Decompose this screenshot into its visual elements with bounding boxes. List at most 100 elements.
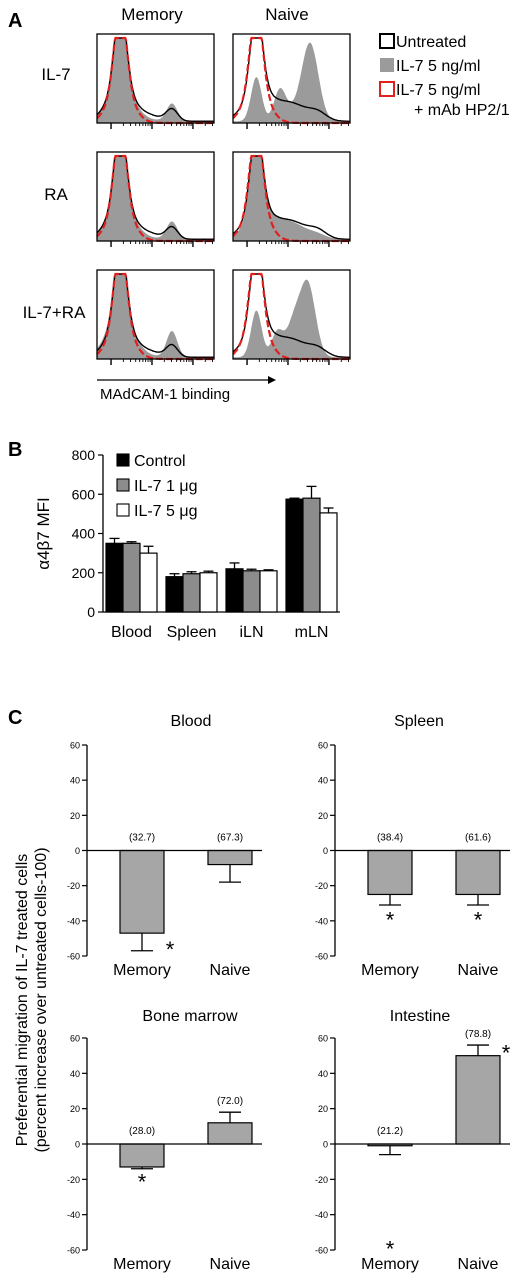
histogram-gray-fill [233,279,350,359]
panel-b-category-label: Spleen [167,624,217,641]
histogram-ticks [246,123,349,129]
legend-swatch-untreated [379,33,395,49]
histogram-4 [232,151,351,247]
panel-c-bar [119,1143,165,1168]
panel-c-significance-star: * [474,907,483,932]
panel-c-category-label: Naive [458,962,499,979]
panel-c-significance-star: * [502,1040,511,1065]
panel-b-bar [302,497,321,613]
histogram-ticks [246,359,349,365]
panel-b-y-tick-label: 800 [72,447,96,463]
panel-c-bar [455,849,501,896]
legend-swatch-il7 [380,58,394,72]
panel-c-y-tick-label: -40 [315,916,328,926]
histogram-frame [96,269,215,360]
panel-c-value-label: (28.0) [129,1126,155,1137]
histogram-hp21-line [232,154,350,243]
panel-c-y-tick-label: -20 [315,881,328,891]
panel-b-bar [182,573,201,613]
panel-b-bar [139,552,158,613]
histogram-gray-fill [233,42,350,123]
histogram-ticks [110,123,213,129]
panel-c-category-label: Naive [210,962,251,979]
panel-c-y-tick-label: 20 [70,1104,80,1114]
panel-b-bar [105,542,124,613]
panel-b-y-tick-label: 600 [72,486,96,502]
panel-a-letter: A [8,10,22,32]
panel-c-category-label: Naive [210,1256,251,1273]
histogram-grid [96,33,351,365]
axis-label-madcam: MAdCAM-1 binding [100,386,230,403]
histogram-ticks [110,241,213,247]
panel-c-y-tick-label: 40 [70,1069,80,1079]
panel-c-value-label: (67.3) [217,833,243,844]
panel-c-letter: C [8,707,22,729]
panel-c-y-tick-label: 0 [323,846,328,856]
panel-b-ylabel: α4β7 MFI [34,497,53,570]
panel-c-category-label: Memory [113,962,171,979]
histogram-frame [232,269,351,360]
panel-b-legend-label: IL-7 1 μg [134,478,197,495]
panel-c-y-tick-label: 60 [70,741,80,751]
panel-c-y-tick-label: -60 [315,1246,328,1256]
panel-c-charts: Blood 60 40 20 0 -20 -40 -60 (32.7) Memory (67.3) N… [67,713,511,1273]
panel-c-significance-star: * [386,907,395,932]
histogram-hp21-line [96,272,214,361]
legend-label-untreated: Untreated [396,34,466,51]
histogram-5 [96,269,215,365]
histogram-1 [96,33,215,129]
panel-c-y-tick-label: 0 [75,846,80,856]
panel-b-bar [285,498,304,613]
panel-b-bar [225,568,244,613]
histogram-3 [96,151,215,247]
histogram-frame [96,151,215,242]
legend-label-hp21-line2: + mAb HP2/1 [414,102,510,119]
panel-c-y-tick-label: 40 [318,1069,328,1079]
axis-arrow-head [268,376,276,384]
histogram-ticks [110,359,213,365]
panel-c-y-tick-label: -20 [67,881,80,891]
panel-c-subplot-4: Intestine 60 40 20 0 -20 -40 -60 (21.2) Memory (78… [315,1008,511,1273]
histogram-frame [232,151,351,242]
histogram-gray-fill [233,156,350,241]
panel-b-y-tick-label: 400 [72,526,96,542]
histogram-hp21-line [232,272,350,361]
panel-c-subplot-3: Bone marrow 60 40 20 0 -20 -40 -60 (28.0) Memory (… [67,1008,262,1273]
panel-b-y-tick-label: 0 [87,604,95,620]
panel-c-significance-star: * [166,937,175,962]
panel-c-significance-star: * [138,1169,147,1194]
panel-c-y-tick-label: -40 [67,1210,80,1220]
panel-c-category-label: Memory [361,1256,419,1273]
panel-c-y-tick-label: -20 [67,1175,80,1185]
panel-c-value-label: (72.0) [217,1096,243,1107]
col-header-naive: Naive [265,5,308,24]
panel-c-category-label: Naive [458,1256,499,1273]
panel-b-bar [199,572,218,613]
col-header-memory: Memory [121,5,183,24]
panel-c-y-tick-label: 20 [318,811,328,821]
panel-c-y-tick-label: -40 [315,1210,328,1220]
panel-c-ylabel-line2: (percent increase over untreated cells-1… [33,847,50,1152]
histogram-gray-fill [97,38,214,123]
panel-c-y-tick-label: -60 [67,952,80,962]
panel-c-category-label: Memory [113,1256,171,1273]
panel-a-legend: Untreated IL-7 5 ng/ml IL-7 5 ng/ml + mA… [379,33,510,119]
row-label-ra: RA [44,185,68,204]
panel-c-ylabel-line1: Preferential migration of IL-7 treated c… [14,854,31,1147]
panel-c-y-tick-label: -40 [67,916,80,926]
panel-c-subplot-title: Blood [171,713,212,730]
panel-c-subplot-2: Spleen 60 40 20 0 -20 -40 -60 (38.4) Memory (61.6)… [315,713,510,979]
histogram-frame [96,33,215,124]
panel-b-legend-swatch [116,478,130,492]
panel-b-category-label: mLN [295,624,329,641]
panel-c-bar [119,849,165,934]
panel-c-significance-star: * [386,1236,395,1261]
panel-b-bar [242,570,261,613]
histogram-hp21-line [96,154,214,243]
panel-b-category-label: iLN [239,624,263,641]
panel-c-y-tick-label: 20 [70,811,80,821]
histogram-frame [232,33,351,124]
panel-c-subplot-title: Intestine [390,1008,451,1025]
histogram-gray-fill [97,156,214,241]
